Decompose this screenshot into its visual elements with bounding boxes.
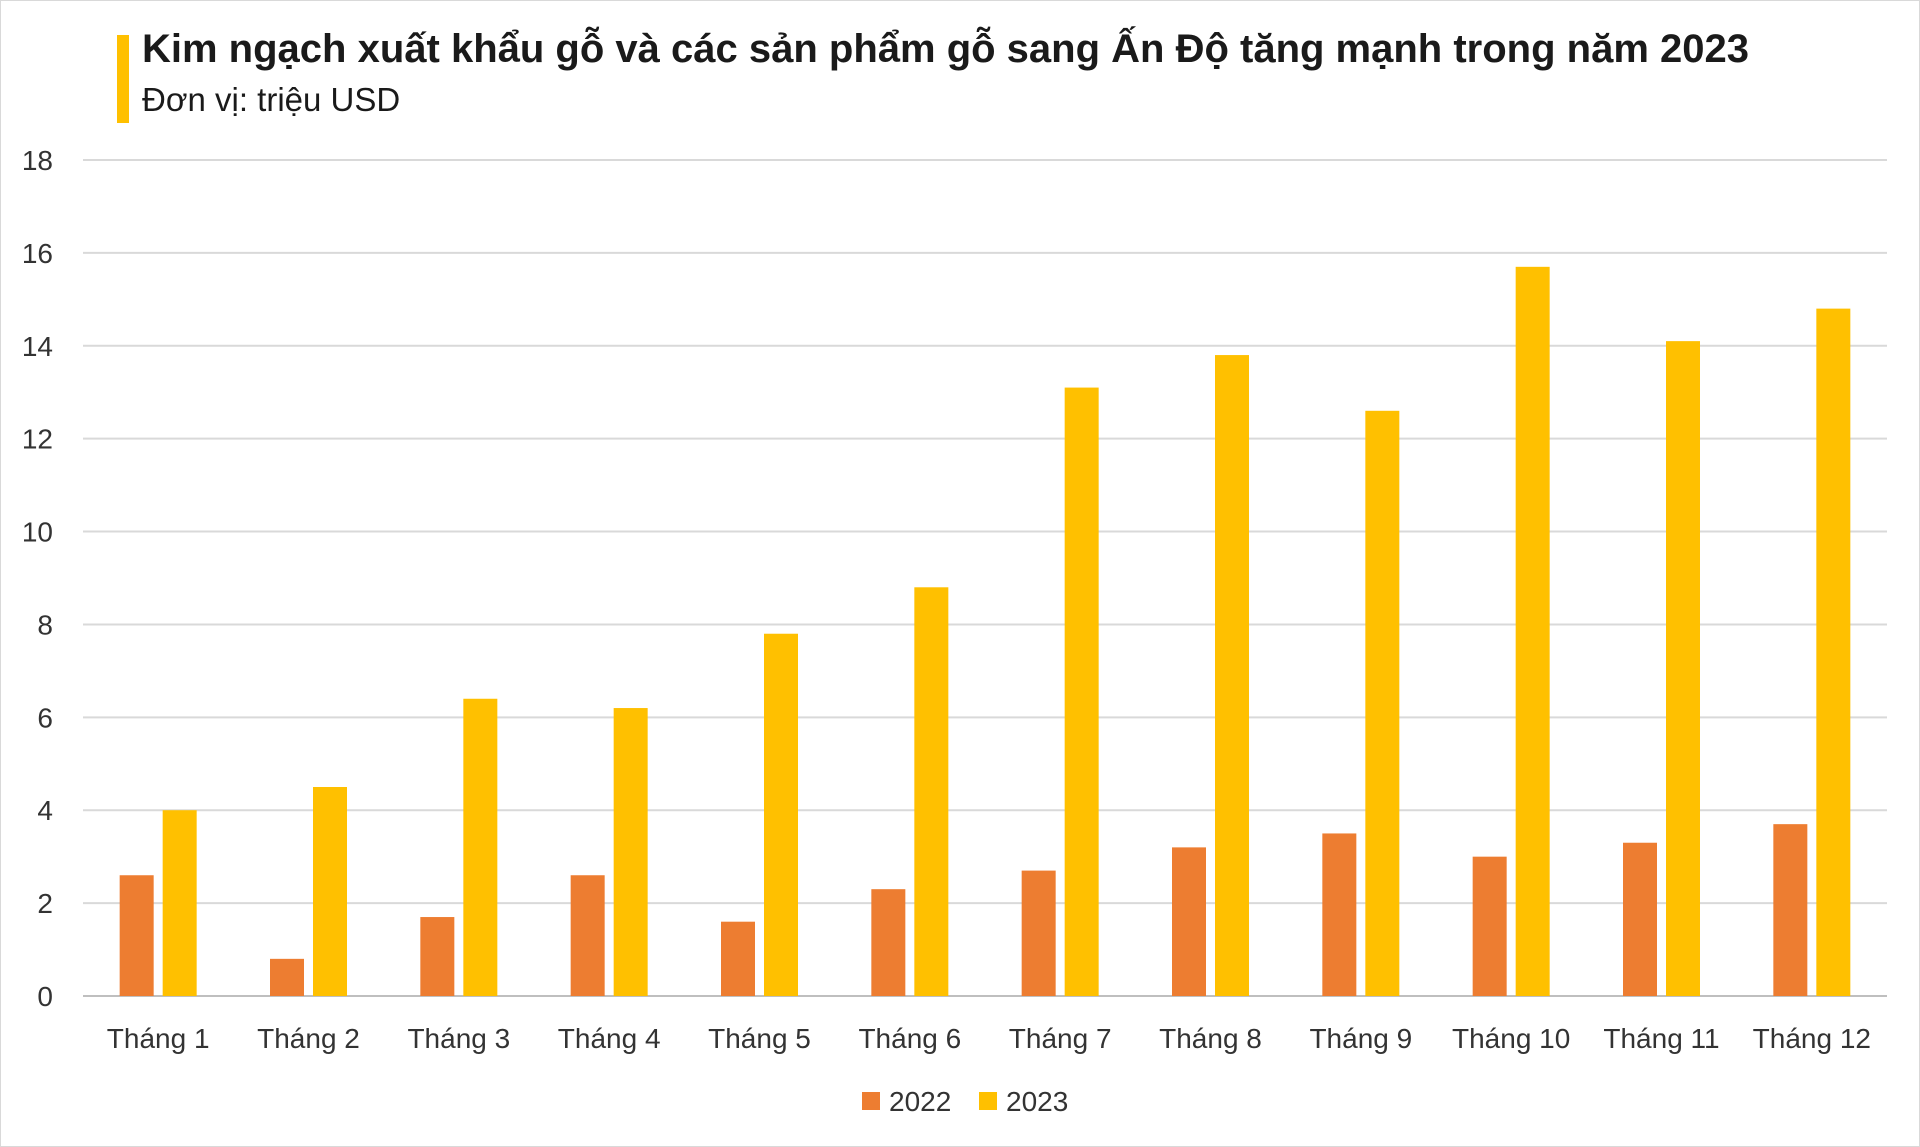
bar-2023-7 bbox=[1064, 387, 1099, 997]
bar-2022-5 bbox=[721, 921, 755, 996]
x-tick-label: Tháng 1 bbox=[107, 1023, 210, 1054]
x-tick-label: Tháng 11 bbox=[1603, 1023, 1719, 1054]
x-tick-label: Tháng 2 bbox=[257, 1023, 360, 1054]
gridlines bbox=[83, 159, 1887, 997]
x-tick-label: Tháng 6 bbox=[858, 1023, 961, 1054]
chart-subtitle: Đơn vị: triệu USD bbox=[142, 81, 401, 118]
bar-2023-10 bbox=[1515, 266, 1550, 996]
bar-2022-2 bbox=[270, 958, 304, 996]
legend-label-2023: 2023 bbox=[1006, 1086, 1068, 1117]
x-tick-label: Tháng 12 bbox=[1753, 1023, 1871, 1054]
x-tick-label: Tháng 10 bbox=[1452, 1023, 1570, 1054]
bar-2023-8 bbox=[1215, 355, 1249, 997]
y-tick-label: 10 bbox=[22, 517, 53, 548]
bar-2023-3 bbox=[463, 698, 498, 996]
chart-title: Kim ngạch xuất khẩu gỗ và các sản phẩm g… bbox=[142, 27, 1749, 71]
bars bbox=[119, 266, 1851, 997]
x-tick-label: Tháng 4 bbox=[558, 1023, 661, 1054]
bar-2023-11 bbox=[1666, 341, 1700, 997]
y-tick-label: 8 bbox=[37, 609, 53, 640]
x-tick-label: Tháng 9 bbox=[1309, 1023, 1412, 1054]
y-tick-label: 4 bbox=[37, 795, 53, 826]
bar-2022-1 bbox=[119, 875, 154, 996]
x-tick-label: Tháng 7 bbox=[1009, 1023, 1112, 1054]
bar-2022-9 bbox=[1322, 833, 1357, 996]
bar-2023-1 bbox=[162, 810, 197, 996]
x-tick-label: Tháng 8 bbox=[1159, 1023, 1262, 1054]
bar-2022-12 bbox=[1773, 824, 1808, 996]
legend: 2022 2023 bbox=[862, 1086, 1068, 1117]
bar-2022-7 bbox=[1021, 870, 1056, 996]
bar-2023-5 bbox=[764, 633, 798, 996]
bar-2023-2 bbox=[313, 787, 347, 996]
bar-2022-10 bbox=[1472, 856, 1507, 996]
y-tick-label: 6 bbox=[37, 702, 53, 733]
y-axis-ticks: 0 2 4 6 8 10 12 14 16 18 bbox=[22, 145, 53, 1012]
bar-2023-6 bbox=[914, 587, 949, 996]
legend-swatch-2022 bbox=[862, 1092, 880, 1110]
title-accent-bar bbox=[117, 35, 129, 123]
y-tick-label: 12 bbox=[22, 424, 53, 455]
x-axis-labels: Tháng 1 Tháng 2 Tháng 3 Tháng 4 Tháng 5 Tháng… bbox=[107, 1023, 1871, 1054]
y-tick-label: 18 bbox=[22, 145, 53, 176]
bar-2022-8 bbox=[1172, 847, 1206, 996]
y-tick-label: 16 bbox=[22, 238, 53, 269]
bar-2022-3 bbox=[420, 917, 455, 996]
bar-2022-11 bbox=[1623, 842, 1657, 996]
bar-2023-9 bbox=[1365, 410, 1400, 996]
bar-2022-6 bbox=[871, 889, 906, 996]
y-tick-label: 14 bbox=[22, 331, 53, 362]
x-tick-label: Tháng 3 bbox=[407, 1023, 510, 1054]
bar-2023-12 bbox=[1816, 308, 1851, 997]
y-tick-label: 2 bbox=[37, 888, 53, 919]
bar-2023-4 bbox=[613, 708, 648, 996]
legend-swatch-2023 bbox=[979, 1092, 997, 1110]
bar-2022-4 bbox=[570, 875, 605, 996]
legend-label-2022: 2022 bbox=[889, 1086, 951, 1117]
x-tick-label: Tháng 5 bbox=[708, 1023, 811, 1054]
y-tick-label: 0 bbox=[37, 981, 53, 1012]
